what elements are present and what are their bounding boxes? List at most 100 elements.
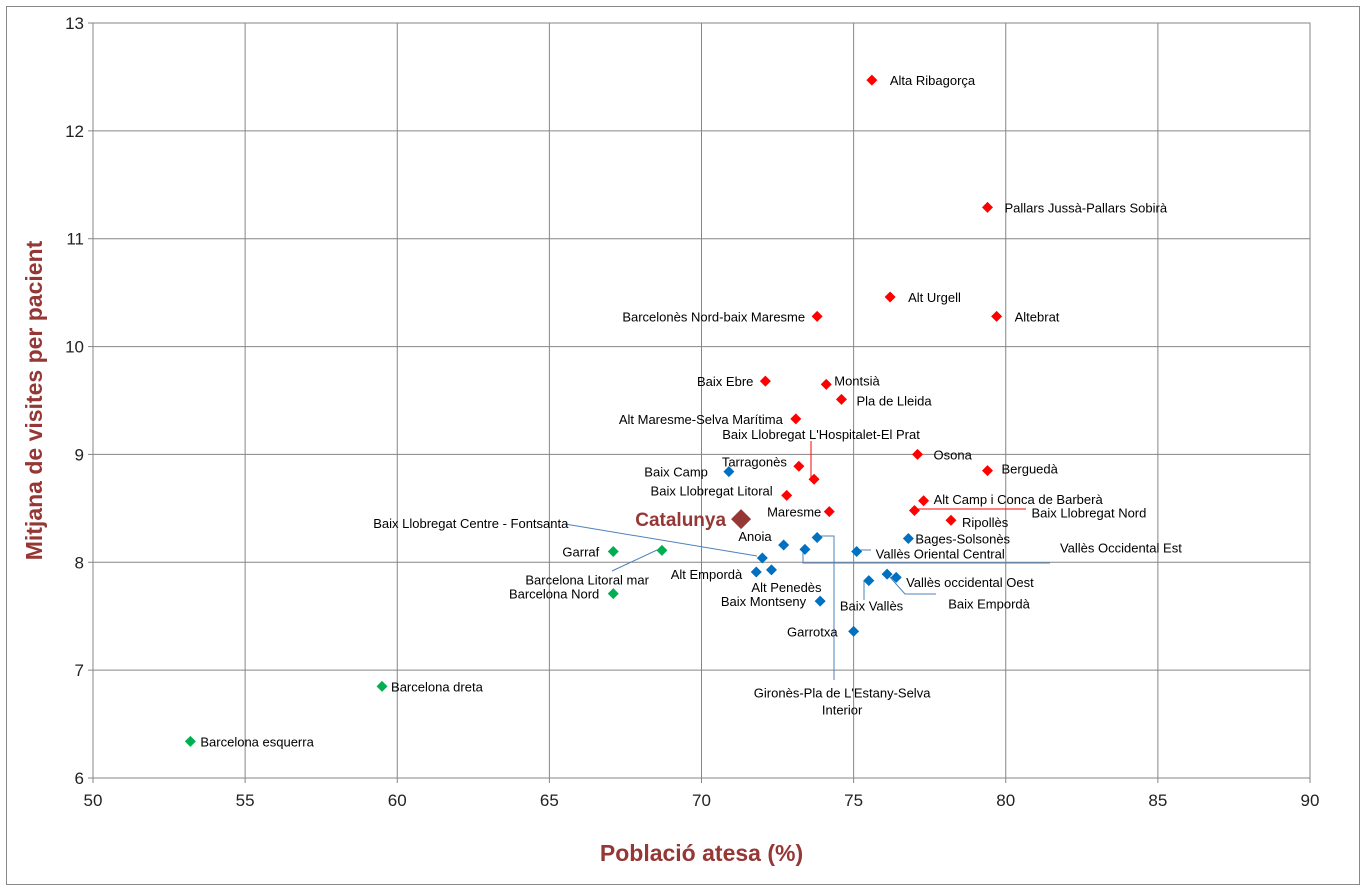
point-label-alt-maresme-selva-maritima: Alt Maresme-Selva Marítima bbox=[619, 412, 784, 427]
data-point-catalunya bbox=[731, 509, 752, 530]
x-tick-label: 85 bbox=[1148, 791, 1167, 810]
point-label-osona: Osona bbox=[934, 447, 973, 462]
point-label-maresme: Maresme bbox=[767, 505, 821, 520]
y-tick-label: 7 bbox=[75, 661, 84, 680]
point-label-line: Gironès-Pla de L'Estany-Selva bbox=[754, 685, 931, 700]
point-label-valles-occidental-est: Vallès Occidental Est bbox=[1060, 540, 1182, 555]
point-label-altebrat: Altebrat bbox=[1015, 309, 1060, 324]
data-point-girones-pla-de-l-estany-selva-interior bbox=[811, 531, 823, 543]
point-label-baix-llobregat-centre-fontsanta: Baix Llobregat Centre - Fontsanta bbox=[373, 516, 569, 531]
data-point-garraf bbox=[607, 546, 619, 557]
data-point-valles-oriental-central bbox=[851, 546, 863, 557]
data-point-alta-ribagorca bbox=[866, 74, 878, 86]
x-axis-title: Població atesa (%) bbox=[600, 840, 803, 866]
point-label-baix-camp: Baix Camp bbox=[644, 465, 708, 480]
leader-line bbox=[611, 549, 658, 572]
data-point-alt-maresme-selva-maritima bbox=[790, 413, 802, 425]
y-tick-label: 11 bbox=[66, 230, 84, 249]
leader-line bbox=[564, 523, 758, 557]
data-point-garrotxa bbox=[848, 625, 860, 637]
data-point-maresme bbox=[823, 506, 835, 518]
point-label-girones-pla-de-l-estany-selva-interior: Gironès-Pla de L'Estany-Selva Interior bbox=[754, 685, 931, 717]
data-point-barcelona-dreta bbox=[376, 680, 388, 692]
data-point-valles-occidental-oest bbox=[881, 568, 893, 580]
point-label-catalunya: Catalunya bbox=[635, 510, 726, 531]
point-label-bages-solsones: Bages-Solsonès bbox=[915, 532, 1010, 547]
point-label-pallars-jussa-pallars-sobira: Pallars Jussà-Pallars Sobirà bbox=[1004, 200, 1167, 215]
point-label-baix-llobregat-l-hospitalet-el-prat: Baix Llobregat L'Hospitalet-El Prat bbox=[722, 427, 920, 442]
data-point-pla-de-lleida bbox=[835, 393, 847, 405]
point-label-ripolles: Ripollès bbox=[962, 515, 1009, 530]
x-tick-label: 80 bbox=[996, 791, 1015, 810]
data-point-bergueda bbox=[981, 465, 993, 477]
point-label-montsia: Montsià bbox=[834, 373, 880, 388]
data-point-tarragones bbox=[793, 460, 805, 472]
data-point-pallars-jussa-pallars-sobira bbox=[981, 201, 993, 213]
data-point-baix-valles bbox=[863, 575, 875, 587]
data-point-montsia bbox=[820, 378, 832, 390]
data-point-alt-emporda bbox=[750, 566, 762, 578]
point-label-garraf: Garraf bbox=[562, 545, 599, 560]
point-label-alt-camp-i-conca-de-barbera: Alt Camp i Conca de Barberà bbox=[934, 492, 1104, 507]
data-point-alt-penedes bbox=[765, 564, 777, 576]
x-tick-label: 50 bbox=[84, 791, 103, 810]
point-label-baix-valles: Baix Vallès bbox=[840, 599, 904, 614]
data-point-barcelona-litoral-mar bbox=[656, 544, 668, 556]
point-label-baix-montseny: Baix Montseny bbox=[721, 594, 807, 609]
data-point-baix-llobregat-l-hospitalet-el-prat bbox=[808, 473, 820, 485]
data-point-baix-llobregat-litoral bbox=[781, 489, 793, 501]
point-label-line: Interior bbox=[822, 702, 863, 717]
data-point-barcelones-nord-baix-maresme bbox=[811, 310, 823, 322]
data-point-baix-emporda bbox=[890, 571, 902, 583]
x-tick-label: 60 bbox=[388, 791, 407, 810]
y-tick-label: 12 bbox=[65, 122, 84, 141]
x-tick-label: 55 bbox=[236, 791, 255, 810]
data-point-valles-occidental-est bbox=[799, 543, 811, 555]
y-axis-title: Mitjana de visites per pacient bbox=[21, 240, 47, 560]
point-label-anoia: Anoia bbox=[738, 529, 772, 544]
point-label-pla-de-lleida: Pla de Lleida bbox=[856, 393, 932, 408]
point-label-barcelona-esquerra: Barcelona esquerra bbox=[200, 734, 314, 749]
point-label-alt-penedes: Alt Penedès bbox=[751, 580, 822, 595]
x-tick-label: 75 bbox=[844, 791, 863, 810]
point-label-barcelona-litoral-mar: Barcelona Litoral mar bbox=[525, 572, 649, 587]
point-label-baix-llobregat-nord: Baix Llobregat Nord bbox=[1031, 506, 1146, 521]
data-point-anoia bbox=[778, 539, 790, 551]
point-label-baix-emporda: Baix Empordà bbox=[948, 596, 1030, 611]
data-point-osona bbox=[912, 448, 924, 460]
point-label-tarragones: Tarragonès bbox=[722, 454, 788, 469]
leader-line bbox=[820, 535, 835, 680]
y-tick-label: 10 bbox=[65, 338, 84, 357]
point-label-baix-llobregat-litoral: Baix Llobregat Litoral bbox=[651, 483, 773, 498]
data-point-alt-urgell bbox=[884, 291, 896, 303]
y-tick-label: 8 bbox=[75, 553, 84, 572]
point-label-alt-urgell: Alt Urgell bbox=[908, 290, 961, 305]
point-label-valles-oriental-central: Vallès Oriental Central bbox=[876, 547, 1005, 562]
x-tick-label: 90 bbox=[1301, 791, 1320, 810]
data-point-bages-solsones bbox=[902, 533, 914, 545]
x-tick-label: 70 bbox=[692, 791, 711, 810]
point-label-valles-occidental-oest: Vallès occidental Oest bbox=[906, 575, 1034, 590]
chart-frame bbox=[6, 6, 1360, 885]
point-label-alt-emporda: Alt Empordà bbox=[671, 567, 743, 582]
x-tick-label: 65 bbox=[540, 791, 559, 810]
point-label-barcelona-dreta: Barcelona dreta bbox=[391, 679, 484, 694]
point-label-alta-ribagorca: Alta Ribagorça bbox=[890, 73, 976, 88]
y-tick-label: 13 bbox=[65, 14, 84, 33]
data-point-baix-camp bbox=[723, 466, 735, 478]
data-point-alt-camp-i-conca-de-barbera bbox=[918, 495, 930, 507]
data-point-barcelona-esquerra bbox=[184, 735, 196, 747]
point-label-baix-ebre: Baix Ebre bbox=[697, 374, 753, 389]
point-label-barcelones-nord-baix-maresme: Barcelonès Nord-baix Maresme bbox=[622, 309, 805, 324]
data-point-ripolles bbox=[945, 514, 957, 526]
point-label-bergueda: Berguedà bbox=[1001, 462, 1058, 477]
data-point-baix-llobregat-centre-fontsanta bbox=[756, 552, 768, 564]
point-label-barcelona-nord: Barcelona Nord bbox=[509, 587, 599, 602]
leader-line bbox=[887, 574, 936, 595]
data-point-altebrat bbox=[991, 310, 1003, 322]
data-point-baix-ebre bbox=[759, 375, 771, 387]
point-label-garrotxa: Garrotxa bbox=[787, 624, 838, 639]
y-tick-label: 6 bbox=[75, 769, 84, 788]
y-tick-label: 9 bbox=[75, 445, 84, 464]
